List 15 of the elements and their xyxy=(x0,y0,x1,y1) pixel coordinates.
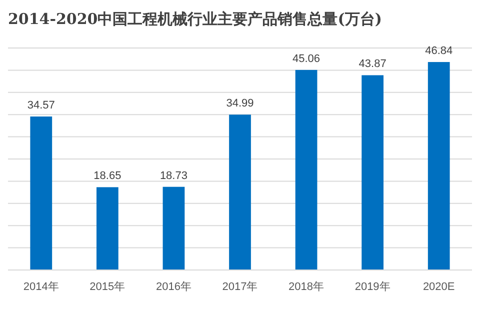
data-label: 18.73 xyxy=(160,170,188,182)
x-tick-label: 2016年 xyxy=(156,281,192,293)
data-label: 43.87 xyxy=(358,58,386,70)
x-tick-label: 2014年 xyxy=(23,281,59,293)
data-label: 34.99 xyxy=(226,98,254,110)
data-label: 34.57 xyxy=(27,100,55,112)
x-tick-label: 2018年 xyxy=(288,281,324,293)
x-tick-label: 2019年 xyxy=(354,281,390,293)
x-tick-label: 2020E xyxy=(422,281,455,293)
title: 2014-2020中国工程机械行业主要产品销售总量(万台) xyxy=(8,10,382,28)
x-tick-label: 2015年 xyxy=(90,281,126,293)
data-label: 18.65 xyxy=(94,170,122,182)
data-label: 46.84 xyxy=(425,45,453,58)
x-tick-label: 2017年 xyxy=(222,281,258,293)
data-label: 45.06 xyxy=(292,52,320,65)
